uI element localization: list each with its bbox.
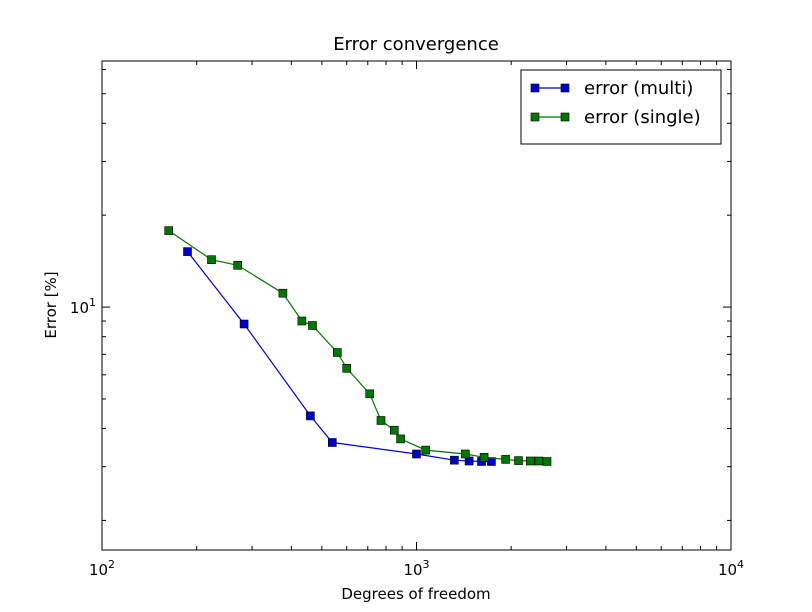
data-point — [308, 321, 317, 330]
y-tick-label: 101 — [70, 296, 96, 317]
data-point — [396, 434, 405, 444]
series-line-1 — [168, 230, 548, 463]
data-point — [342, 363, 352, 373]
data-point — [501, 455, 510, 464]
data-point — [365, 389, 375, 399]
axis-ticks: 102 103 104 101 — [70, 61, 744, 579]
data-point — [327, 438, 337, 447]
data-point — [461, 449, 470, 459]
data-point — [233, 260, 242, 270]
legend-box — [520, 69, 722, 145]
data-point — [183, 247, 192, 256]
x-tick-label: 104 — [718, 558, 744, 579]
x-tick-label: 103 — [403, 558, 429, 579]
legend: error (multi) error (single) — [520, 69, 722, 145]
legend-label: error (multi) — [584, 78, 693, 99]
chart-title: Error convergence — [333, 34, 499, 55]
y-axis-label: Error [%] — [42, 271, 60, 338]
legend-marker — [560, 83, 570, 93]
data-point — [297, 316, 307, 326]
legend-marker — [560, 112, 570, 122]
plot-area — [164, 226, 552, 466]
data-point — [542, 457, 552, 466]
data-point — [332, 348, 342, 357]
legend-marker — [530, 112, 540, 122]
data-point — [421, 445, 431, 455]
data-point — [514, 456, 523, 465]
data-point — [306, 411, 315, 421]
data-point — [412, 449, 421, 459]
data-point — [207, 255, 216, 264]
data-point — [479, 452, 489, 462]
data-point — [525, 456, 535, 466]
x-axis-label: Degrees of freedom — [341, 585, 490, 603]
data-point — [376, 416, 386, 425]
data-point — [278, 288, 288, 298]
data-point — [239, 319, 249, 329]
x-tick-label: 102 — [89, 558, 115, 579]
legend-marker — [530, 83, 540, 93]
data-point — [164, 226, 173, 235]
data-point — [389, 425, 399, 435]
data-point — [450, 455, 459, 465]
data-point — [534, 456, 544, 466]
legend-label: error (single) — [584, 107, 701, 128]
